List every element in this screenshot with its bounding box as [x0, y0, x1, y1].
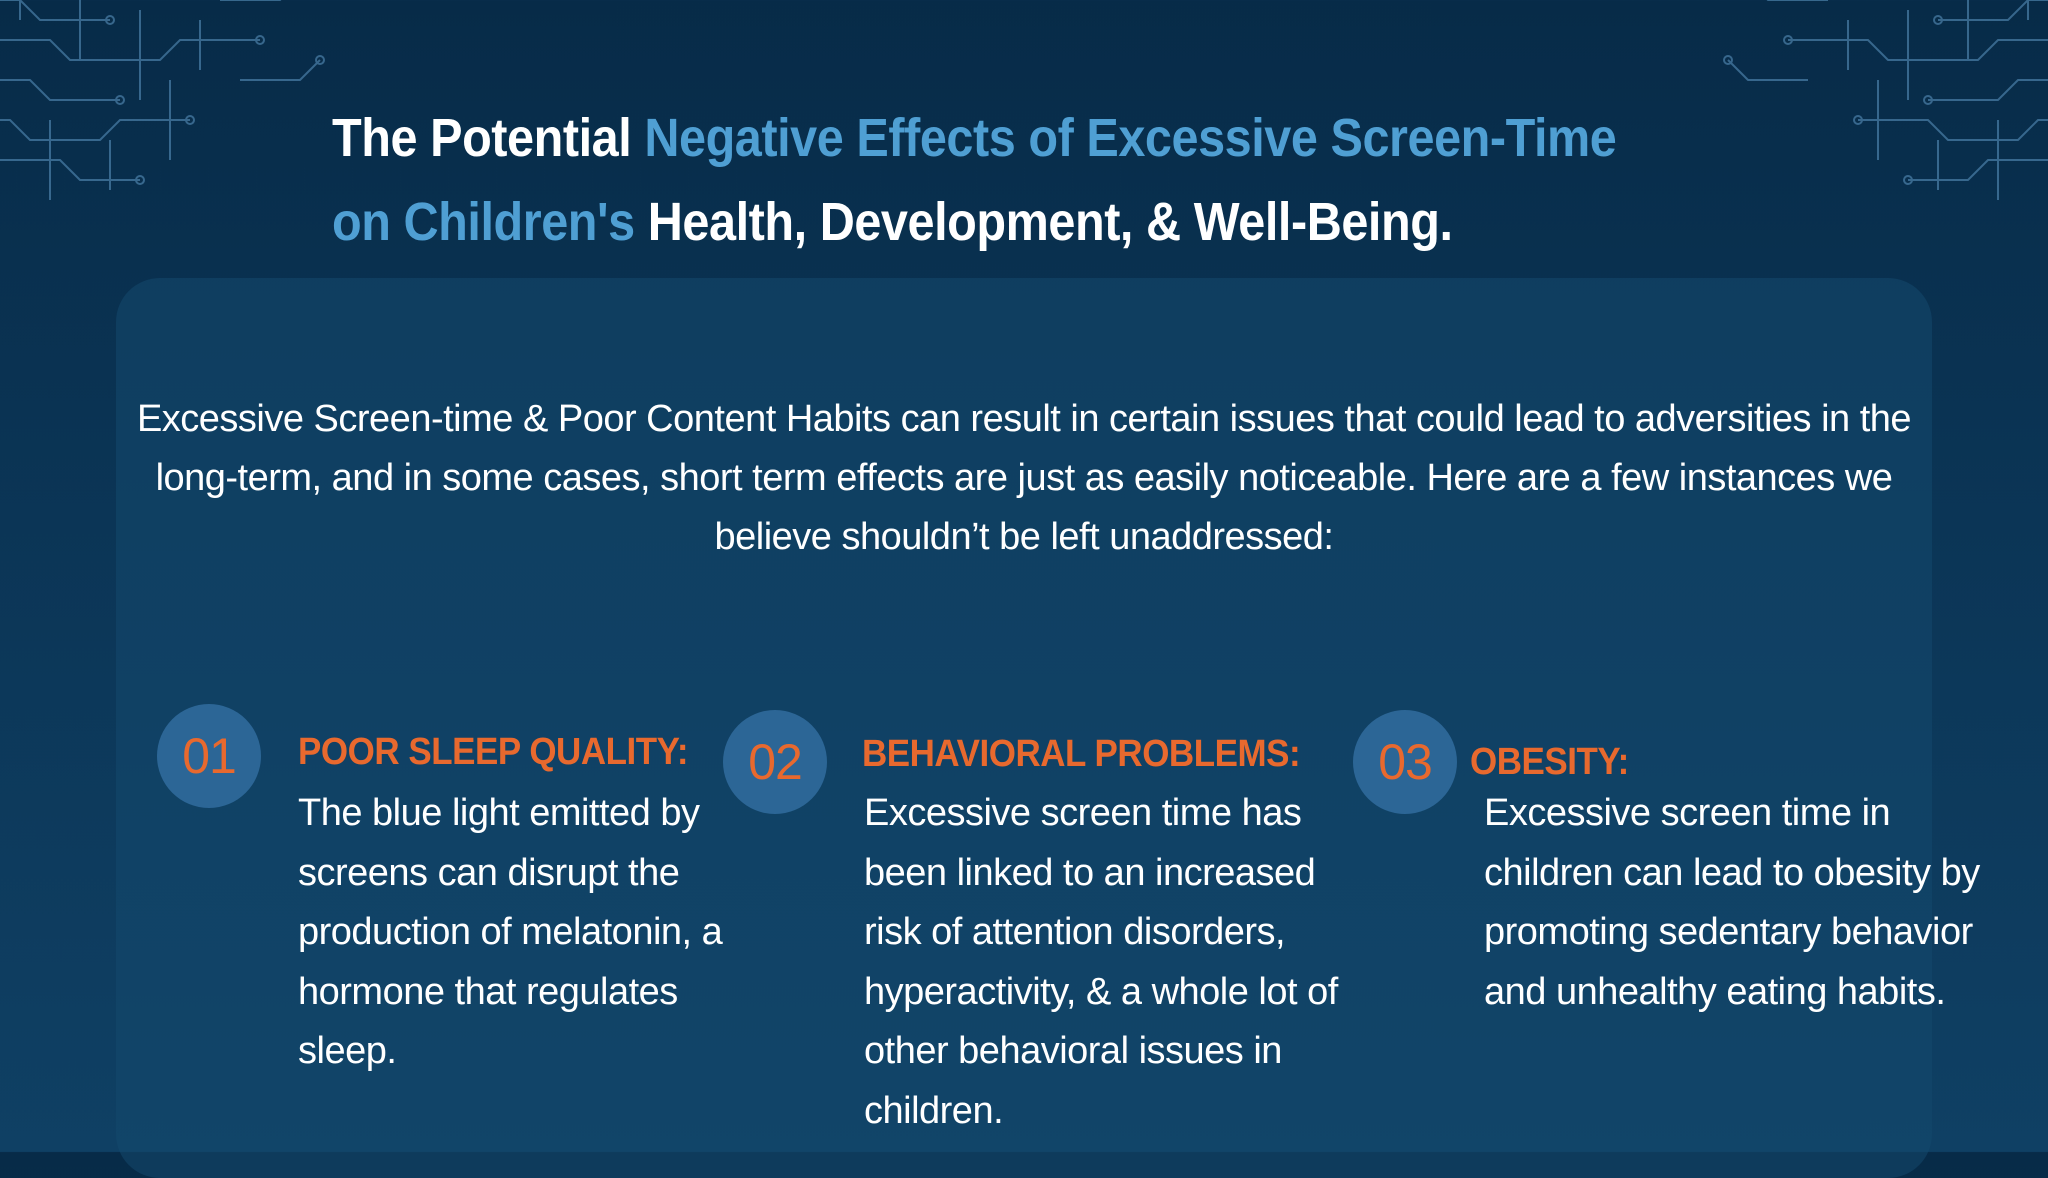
circuit-globe-decoration-left — [0, 0, 325, 200]
item-body-1: The blue light emitted by screens can di… — [298, 792, 723, 1072]
item-number-badge-1: 01 — [157, 704, 261, 808]
title-part-2: Negative Effects of Excessive Screen-Tim… — [644, 108, 1617, 168]
item-heading-2: BEHAVIORAL PROBLEMS: — [862, 733, 1301, 775]
page-title: The Potential Negative Effects of Excess… — [332, 96, 1736, 264]
item-number-badge-3: 03 — [1353, 710, 1457, 814]
item-body-3: Excessive screen time in children can le… — [1484, 792, 1980, 1013]
title-part-1: The Potential — [332, 108, 645, 168]
item-body-2: Excessive screen time has been linked to… — [864, 792, 1338, 1132]
intro-paragraph: Excessive Screen-time & Poor Content Hab… — [136, 398, 1912, 558]
title-part-3: on Children's — [332, 192, 635, 252]
item-heading-3: OBESITY: — [1470, 741, 1629, 783]
content-card — [116, 278, 1932, 1178]
circuit-globe-decoration-right — [1723, 0, 2048, 200]
item-heading-1: POOR SLEEP QUALITY: — [298, 731, 689, 773]
item-number-badge-2: 02 — [723, 710, 827, 814]
title-part-4: Health, Development, & Well-Being. — [634, 192, 1453, 252]
